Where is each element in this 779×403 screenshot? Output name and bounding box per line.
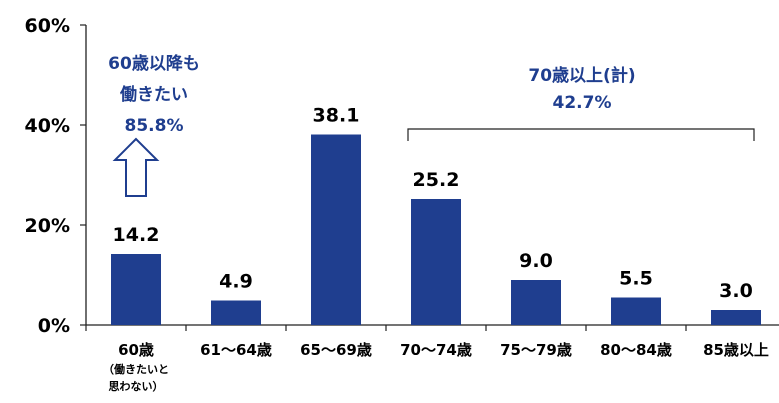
- right-annotation-line-2: 42.7%: [553, 93, 612, 113]
- value-label: 25.2: [413, 169, 460, 191]
- value-label: 4.9: [219, 271, 253, 293]
- range-bracket: [407, 128, 755, 141]
- y-tick-label: 20%: [25, 215, 70, 237]
- category-label: 80～84歳: [600, 341, 672, 359]
- bar: [411, 199, 461, 325]
- y-ticks: 0% 20% 40% 60%: [25, 15, 86, 337]
- category-label: 61～64歳: [200, 341, 272, 359]
- category-label: 65～69歳: [300, 341, 372, 359]
- value-label: 38.1: [313, 105, 360, 127]
- bars: [111, 134, 761, 325]
- category-label: 75～79歳: [500, 341, 572, 359]
- category-note-line-2: 思わない）: [109, 380, 164, 393]
- value-label: 9.0: [519, 250, 553, 272]
- left-annotation-line-3: 85.8%: [125, 116, 184, 136]
- left-annotation: 60歳以降も 働きたい 85.8%: [108, 53, 200, 197]
- value-label: 14.2: [113, 224, 160, 246]
- category-labels: （働きたいと 思わない） 60歳 61～64歳 65～69歳 70～74歳 75～79歳…: [103, 341, 769, 393]
- bar: [311, 134, 361, 325]
- category-label: 60歳: [118, 341, 154, 359]
- value-label: 5.5: [619, 268, 653, 290]
- bar: [511, 280, 561, 325]
- y-tick-label: 0%: [38, 315, 70, 337]
- y-tick-label: 60%: [25, 15, 70, 37]
- bar: [211, 300, 261, 325]
- bar: [111, 254, 161, 325]
- right-annotation-line-1: 70歳以上(計): [528, 65, 635, 86]
- y-tick-label: 40%: [25, 115, 70, 137]
- value-labels: 14.2 4.9 38.1 25.2 9.0 5.5 3.0: [113, 105, 753, 303]
- category-note-line-1: （働きたいと: [103, 362, 169, 376]
- left-annotation-line-1: 60歳以降も: [108, 53, 200, 74]
- up-arrow-icon: [112, 137, 160, 197]
- category-label: 85歳以上: [703, 341, 769, 359]
- left-annotation-line-2: 働きたい: [119, 84, 188, 105]
- x-ticks: [85, 325, 687, 331]
- bar: [611, 297, 661, 325]
- category-label: 70～74歳: [400, 341, 472, 359]
- bar: [711, 310, 761, 325]
- value-label: 3.0: [719, 280, 753, 302]
- right-annotation: 70歳以上(計) 42.7%: [407, 65, 755, 141]
